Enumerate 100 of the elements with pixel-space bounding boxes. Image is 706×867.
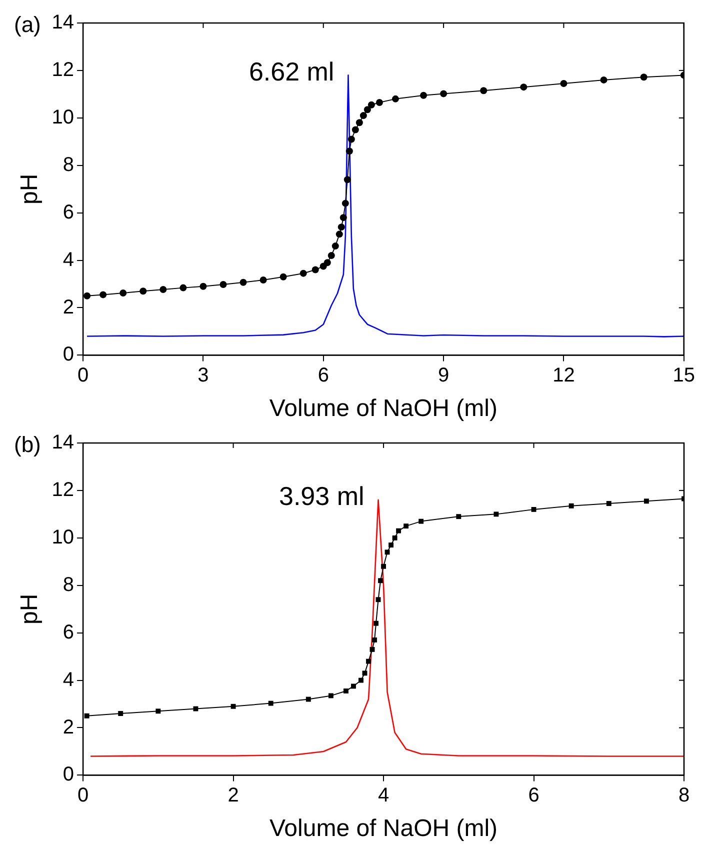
x-tick-label: 2 — [228, 784, 239, 807]
point — [568, 503, 574, 508]
point — [340, 214, 347, 222]
point — [260, 276, 267, 284]
point — [358, 678, 364, 683]
y-tick-label: 14 — [52, 432, 74, 454]
point — [324, 259, 331, 266]
annotation: 3.93 ml — [279, 481, 364, 512]
point — [360, 112, 367, 120]
point — [346, 148, 353, 155]
point — [120, 290, 127, 297]
text: (b) — [14, 432, 41, 458]
point — [372, 637, 377, 642]
point — [392, 95, 399, 102]
point — [344, 176, 351, 184]
point — [494, 512, 499, 517]
point — [368, 101, 375, 108]
x-tick-label: 6 — [318, 364, 329, 387]
y-tick-label: 12 — [52, 58, 74, 81]
point — [376, 98, 383, 106]
y-tick-label: 10 — [52, 106, 74, 128]
annotation: 6.62 ml — [248, 56, 334, 86]
point — [342, 200, 349, 207]
point — [220, 280, 227, 288]
point — [332, 242, 339, 250]
point — [356, 119, 363, 126]
point — [378, 578, 383, 584]
y-tick-label: 0 — [62, 344, 74, 366]
point — [280, 273, 287, 280]
y-tick-label: 6 — [62, 621, 74, 644]
y-tick-label: 4 — [62, 248, 74, 271]
point — [328, 252, 335, 260]
point — [600, 76, 608, 84]
point — [200, 282, 207, 290]
point — [364, 106, 371, 114]
y-tick-label: 6 — [62, 201, 74, 224]
point — [531, 506, 536, 512]
point — [336, 230, 343, 238]
y-tick-label: 2 — [62, 296, 74, 318]
point — [418, 518, 424, 524]
point — [370, 646, 375, 652]
point — [388, 542, 394, 548]
point — [384, 550, 390, 555]
y-tick-label: 8 — [62, 574, 74, 596]
y-axis-title: pH — [16, 594, 44, 624]
x-tick-label: 4 — [378, 784, 390, 807]
x-tick-label: 8 — [678, 784, 690, 807]
point — [640, 74, 648, 81]
point — [352, 126, 359, 134]
point — [160, 286, 167, 293]
point — [240, 278, 247, 286]
point — [300, 270, 307, 277]
point — [381, 564, 386, 569]
point — [338, 224, 345, 231]
point — [140, 288, 147, 295]
x-tick-label: 6 — [528, 784, 540, 807]
y-tick-label: 4 — [62, 668, 74, 691]
x-tick-label: 9 — [438, 364, 450, 387]
y-tick-label: 12 — [52, 478, 74, 501]
point — [156, 708, 161, 714]
point — [392, 535, 398, 540]
x-axis-title: Volume of NaOH (ml) — [269, 395, 498, 422]
point — [480, 87, 488, 94]
point — [366, 658, 371, 664]
point — [348, 136, 355, 143]
point — [180, 284, 187, 292]
point — [306, 696, 311, 702]
point — [440, 90, 448, 98]
x-tick-label: 0 — [77, 784, 89, 807]
point — [376, 597, 381, 602]
point — [374, 620, 378, 626]
point — [351, 684, 356, 689]
text: (a) — [14, 12, 41, 38]
y-tick-label: 2 — [62, 716, 74, 738]
point — [456, 514, 462, 520]
y-tick-label: 0 — [62, 764, 74, 786]
y-tick-label: 8 — [62, 154, 74, 176]
point — [84, 713, 90, 718]
x-tick-label: 3 — [198, 364, 209, 387]
x-axis-title: Volume of NaOH (ml) — [269, 815, 498, 842]
y-axis-title: pH — [16, 174, 44, 204]
point — [560, 80, 568, 88]
point — [520, 84, 528, 91]
x-tick-label: 15 — [672, 364, 695, 387]
point — [118, 711, 124, 716]
point — [404, 524, 409, 529]
point — [230, 704, 236, 709]
point — [84, 292, 91, 300]
x-tick-label: 0 — [77, 364, 89, 387]
x-tick-label: 12 — [552, 364, 575, 387]
point — [343, 688, 348, 694]
point — [644, 498, 649, 504]
point — [420, 92, 428, 99]
point — [268, 700, 274, 706]
point — [606, 501, 612, 506]
point — [312, 266, 319, 274]
y-tick-label: 10 — [52, 526, 74, 548]
point — [396, 528, 402, 534]
y-tick-label: 14 — [52, 12, 74, 34]
point — [328, 693, 334, 698]
